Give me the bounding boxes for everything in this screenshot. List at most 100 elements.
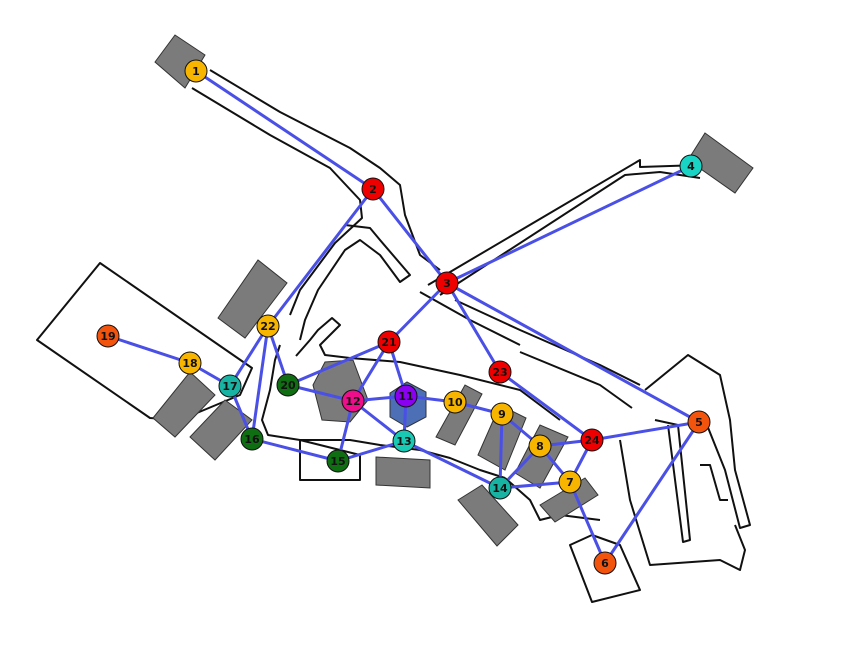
node-label: 1 (192, 65, 200, 78)
node-label: 5 (695, 416, 703, 429)
edge-20-21 (286, 340, 391, 387)
node-circle[interactable] (392, 429, 416, 453)
node-label: 6 (601, 557, 609, 570)
node-label: 9 (498, 408, 506, 421)
node-2[interactable]: 2 (361, 177, 385, 201)
node-circle[interactable] (276, 373, 300, 397)
node-circle[interactable] (488, 360, 512, 384)
edge-3-21 (387, 281, 449, 344)
node-circle[interactable] (558, 470, 582, 494)
node-circle[interactable] (580, 428, 604, 452)
node-24[interactable]: 24 (580, 428, 604, 452)
building-south-a (375, 456, 431, 489)
node-label: 7 (566, 476, 574, 489)
center-ring-outline (295, 317, 561, 421)
node-circle[interactable] (240, 427, 264, 451)
node-circle[interactable] (377, 330, 401, 354)
edge-3-23 (445, 281, 502, 374)
node-11[interactable]: 11 (394, 384, 418, 408)
node-22[interactable]: 22 (256, 314, 280, 338)
node-21[interactable]: 21 (377, 330, 401, 354)
node-circle[interactable] (361, 177, 385, 201)
node-circle[interactable] (256, 314, 280, 338)
node-label: 16 (244, 433, 260, 446)
node-circle[interactable] (687, 410, 711, 434)
node-circle[interactable] (96, 324, 120, 348)
node-label: 20 (280, 379, 296, 392)
edge-3-4 (445, 164, 693, 285)
north-path-outline-b (191, 87, 363, 316)
node-label: 4 (687, 160, 695, 173)
node-circle[interactable] (394, 384, 418, 408)
north-path-outline-a (209, 69, 441, 271)
node-1[interactable]: 1 (184, 59, 208, 83)
node-circle[interactable] (178, 351, 202, 375)
node-circle[interactable] (593, 551, 617, 575)
node-label: 10 (447, 396, 463, 409)
edge-13-14 (402, 439, 502, 490)
corridor-outline-a (454, 299, 641, 386)
south-yard-outline (569, 534, 641, 603)
edge-23-24 (498, 370, 594, 442)
node-circle[interactable] (184, 59, 208, 83)
node-circle[interactable] (488, 476, 512, 500)
corridor-outline-c (519, 351, 633, 409)
node-15[interactable]: 15 (326, 449, 350, 473)
corridor-outline-b (419, 291, 521, 346)
edge-7-6 (568, 480, 607, 565)
east-path-outline-b (439, 171, 701, 296)
node-circle[interactable] (435, 271, 459, 295)
left-plaza-outline (36, 262, 253, 421)
walkway-outlines (36, 69, 751, 603)
node-4[interactable]: 4 (679, 154, 703, 178)
route-edges (106, 69, 701, 565)
node-5[interactable]: 5 (687, 410, 711, 434)
node-19[interactable]: 19 (96, 324, 120, 348)
east-wing-outline-b (700, 464, 728, 501)
node-circle[interactable] (443, 390, 467, 414)
node-circle[interactable] (490, 402, 514, 426)
node-17[interactable]: 17 (218, 374, 242, 398)
edge-18-19 (106, 334, 192, 365)
node-label: 8 (536, 440, 544, 453)
node-3[interactable]: 3 (435, 271, 459, 295)
node-18[interactable]: 18 (178, 351, 202, 375)
node-circle[interactable] (341, 389, 365, 413)
edge-16-22 (250, 324, 270, 441)
node-label: 2 (369, 183, 377, 196)
node-12[interactable]: 12 (341, 389, 365, 413)
node-20[interactable]: 20 (276, 373, 300, 397)
node-9[interactable]: 9 (490, 402, 514, 426)
node-8[interactable]: 8 (528, 434, 552, 458)
node-label: 13 (396, 435, 411, 448)
node-label: 11 (398, 390, 413, 403)
building-south-b (457, 484, 519, 547)
node-label: 19 (100, 330, 115, 343)
node-16[interactable]: 16 (240, 427, 264, 451)
edge-17-22 (228, 324, 270, 388)
node-14[interactable]: 14 (488, 476, 512, 500)
node-6[interactable]: 6 (593, 551, 617, 575)
node-label: 23 (492, 366, 507, 379)
node-circle[interactable] (679, 154, 703, 178)
node-circle[interactable] (528, 434, 552, 458)
node-10[interactable]: 10 (443, 390, 467, 414)
south-walk-outline (504, 477, 601, 521)
node-label: 18 (182, 357, 197, 370)
loop-ring-outline (261, 344, 506, 479)
building-southwest-a (152, 371, 216, 438)
node-23[interactable]: 23 (488, 360, 512, 384)
node-7[interactable]: 7 (558, 470, 582, 494)
node-13[interactable]: 13 (392, 429, 416, 453)
edge-9-14 (498, 412, 504, 490)
node-circle[interactable] (218, 374, 242, 398)
edge-1-2 (194, 69, 375, 191)
node-circle[interactable] (326, 449, 350, 473)
edge-5-24 (590, 420, 701, 442)
node-label: 17 (222, 380, 237, 393)
east-path-outline-a (427, 159, 701, 286)
building-northeast (687, 132, 754, 194)
edge-3-5 (445, 281, 701, 424)
